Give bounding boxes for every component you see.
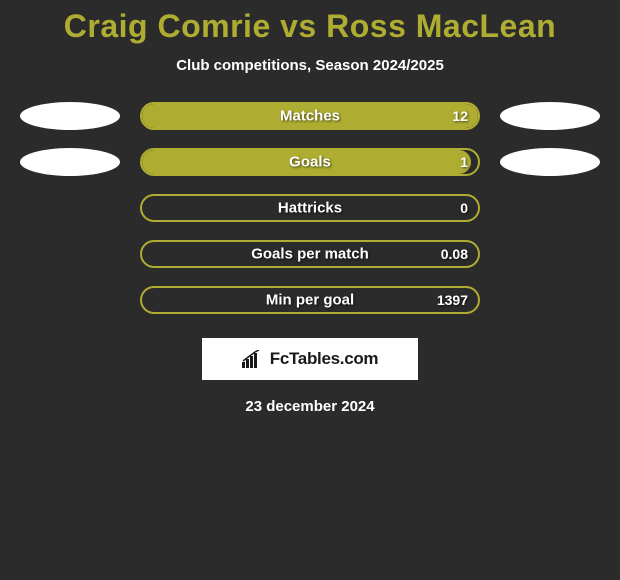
date-label: 23 december 2024 xyxy=(245,398,374,415)
stat-bar: Min per goal 1397 xyxy=(140,286,480,314)
left-oval xyxy=(20,148,120,176)
left-oval xyxy=(20,102,120,130)
stat-value: 12 xyxy=(452,108,468,124)
stat-label: Hattricks xyxy=(278,200,342,217)
stat-label: Min per goal xyxy=(266,292,354,309)
brand-chart-icon xyxy=(242,350,264,368)
right-oval xyxy=(500,148,600,176)
stat-row: Hattricks 0 xyxy=(0,194,620,222)
stat-value: 0.08 xyxy=(441,246,468,262)
brand-badge: FcTables.com xyxy=(202,338,418,380)
stat-bar: Matches 12 xyxy=(140,102,480,130)
stat-value: 1397 xyxy=(437,292,468,308)
stat-bar: Goals per match 0.08 xyxy=(140,240,480,268)
stat-value: 0 xyxy=(460,200,468,216)
comparison-container: Craig Comrie vs Ross MacLean Club compet… xyxy=(0,0,620,415)
stat-label: Goals per match xyxy=(251,246,369,263)
right-oval xyxy=(500,102,600,130)
stats-rows: Matches 12 Goals 1 Hattricks 0 Goals per match… xyxy=(0,102,620,314)
stat-label: Matches xyxy=(280,108,340,125)
stat-bar: Hattricks 0 xyxy=(140,194,480,222)
stat-label: Goals xyxy=(289,154,331,171)
brand-text: FcTables.com xyxy=(270,349,379,369)
stat-bar: Goals 1 xyxy=(140,148,480,176)
stat-row: Goals per match 0.08 xyxy=(0,240,620,268)
page-title: Craig Comrie vs Ross MacLean xyxy=(64,8,556,45)
stat-row: Matches 12 xyxy=(0,102,620,130)
stat-row: Goals 1 xyxy=(0,148,620,176)
stat-row: Min per goal 1397 xyxy=(0,286,620,314)
stat-value: 1 xyxy=(460,154,468,170)
page-subtitle: Club competitions, Season 2024/2025 xyxy=(176,57,444,74)
